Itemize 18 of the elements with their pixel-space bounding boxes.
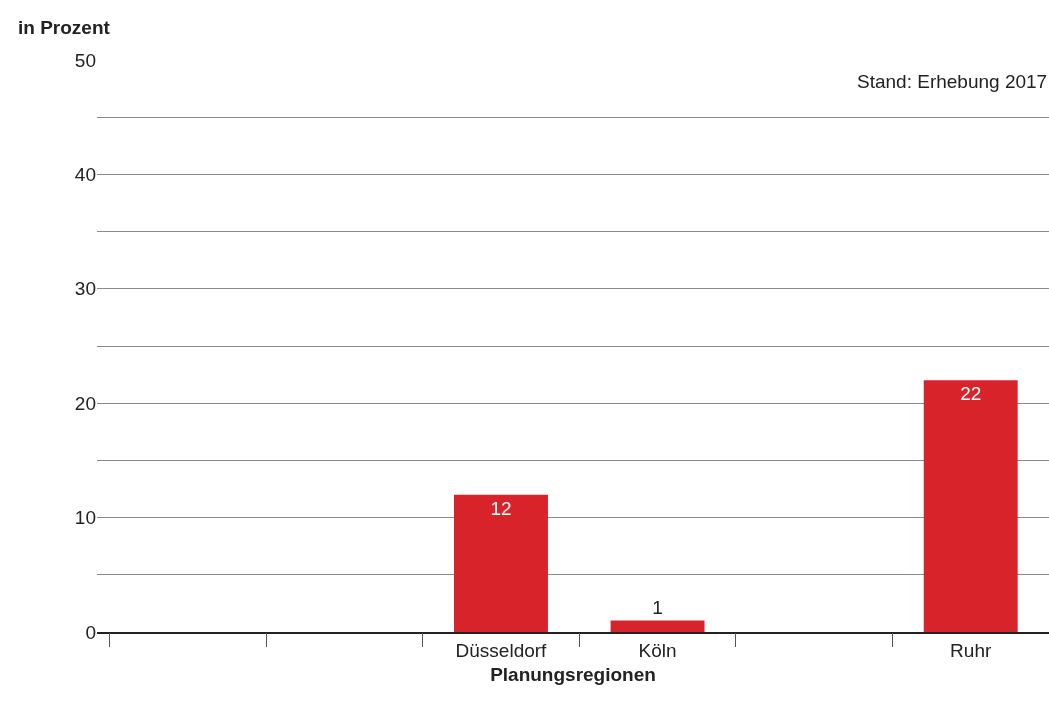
y-tick-label: 0 (85, 621, 96, 643)
x-tick-label: Düsseldorf (455, 639, 548, 661)
bar (923, 380, 1018, 632)
data-label: 22 (960, 383, 982, 405)
annotation: Stand: Erhebung 2017 (857, 71, 1048, 92)
y-tick-label: 30 (74, 278, 96, 300)
x-tick-label: Ruhr (950, 639, 992, 661)
y-tick-label: 10 (74, 507, 96, 529)
y-tick-label: 40 (74, 164, 96, 186)
bar (610, 620, 705, 632)
data-label: 1 (652, 596, 663, 618)
y-tick-label: 20 (74, 392, 96, 414)
x-tick-label: Köln (638, 639, 677, 661)
x-axis-title: Planungsregionen (490, 664, 656, 686)
bar (454, 494, 548, 632)
y-axis-title: in Prozent (18, 17, 111, 38)
data-label: 12 (490, 497, 512, 519)
y-tick-label: 50 (74, 49, 96, 71)
